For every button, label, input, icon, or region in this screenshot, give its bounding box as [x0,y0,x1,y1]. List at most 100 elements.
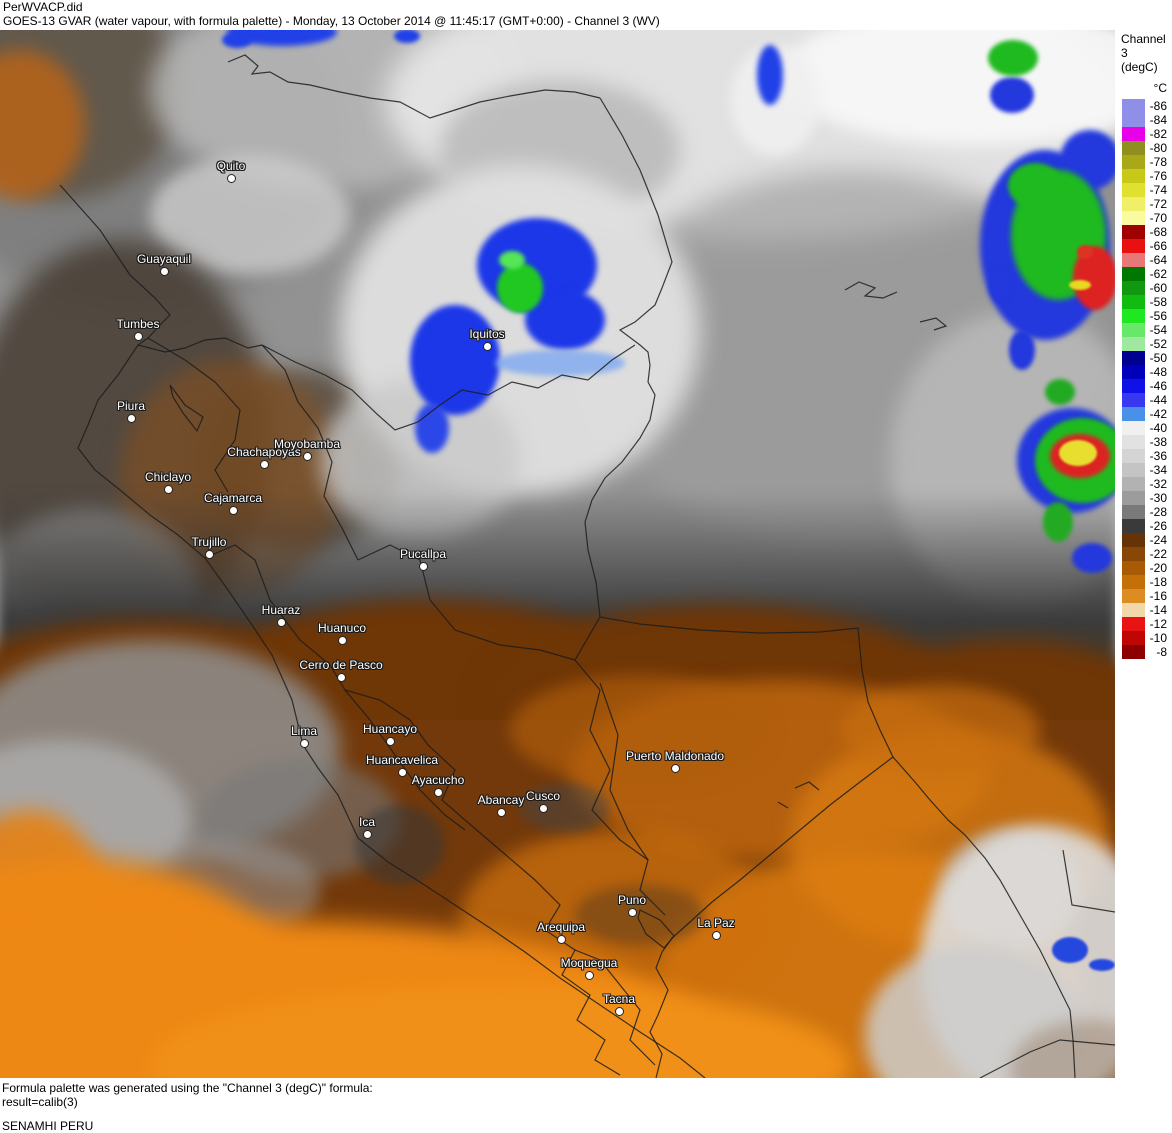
border-path-bolivia [649,756,894,1078]
city-label: Arequipa [536,920,586,934]
legend-rows: -86 -84 -82 -80 -78 -76 -74 -72 -70 -68 -66 -64 -62-… [1115,99,1172,659]
color-scale-legend: Channel 3 (degC) °C -86 -84 -82 -80 -78 -76 -7… [1115,30,1172,1078]
legend-row: -34 [1115,463,1172,477]
border-path-brazil [584,381,1076,1078]
legend-value: -30 [1149,491,1167,505]
city-dot [363,830,372,839]
legend-value: -42 [1149,407,1167,421]
city-label: La Paz [697,916,735,930]
legend-color-swatch [1122,197,1145,211]
legend-color-swatch [1122,239,1145,253]
legend-row: -84 [1115,113,1172,127]
border-path-gulf-island [169,384,204,433]
city-label: Cusco [525,789,561,803]
legend-row: -58 [1115,295,1172,309]
agency-name: SENAMHI PERU [2,1119,94,1133]
city-label: Ayacucho [411,773,465,787]
border-path-ecuador-peru [137,337,263,353]
legend-color-swatch [1122,631,1145,645]
legend-row: -30 [1115,491,1172,505]
city-dot [300,739,309,748]
legend-row: -8 [1115,645,1172,659]
cloud-blob [222,32,252,48]
legend-title-line2: (degC) [1121,60,1158,74]
legend-color-swatch [1122,575,1145,589]
city-dot [398,768,407,777]
city-label: Huancayo [362,722,418,736]
city-dot [260,460,269,469]
city-label: Pucallpa [399,547,447,561]
legend-value: -58 [1149,295,1167,309]
legend-color-swatch [1122,421,1145,435]
cloud-blob [1089,959,1115,971]
legend-row: -86 [1115,99,1172,113]
legend-color-swatch [1122,155,1145,169]
city-label: Quito [216,159,246,173]
cloud-blob [1009,330,1035,370]
header: PerWVACP.did GOES-13 GVAR (water vapour,… [0,0,1172,30]
city-dot [227,174,236,183]
legend-value: -48 [1149,365,1167,379]
legend-value: -52 [1149,337,1167,351]
legend-row: -42 [1115,407,1172,421]
legend-row: -12 [1115,617,1172,631]
legend-color-swatch [1122,449,1145,463]
border-path-internal-4 [357,544,601,661]
legend-color-swatch [1122,211,1145,225]
legend-row: -78 [1115,155,1172,169]
cloud-blob [1045,379,1075,405]
border-path-internal-9 [574,949,656,1066]
legend-value: -66 [1149,239,1167,253]
cloud-blob [227,30,337,46]
legend-color-swatch [1122,379,1145,393]
legend-value: -84 [1149,113,1167,127]
legend-value: -36 [1149,449,1167,463]
city-dot [338,636,347,645]
legend-color-swatch [1122,533,1145,547]
cloud-blob [840,685,1040,775]
legend-value: -74 [1149,183,1167,197]
legend-row: -52 [1115,337,1172,351]
formula-result: result=calib(3) [2,1095,78,1109]
legend-row: -60 [1115,281,1172,295]
legend-row: -40 [1115,421,1172,435]
legend-value: -68 [1149,225,1167,239]
border-path-islands-2 [919,317,948,331]
legend-value: -14 [1149,603,1167,617]
legend-row: -32 [1115,477,1172,491]
legend-color-swatch [1122,519,1145,533]
city-label: Tacna [602,992,636,1006]
legend-color-swatch [1122,603,1145,617]
legend-row: -66 [1115,239,1172,253]
cloud-blob [1059,440,1097,466]
legend-row: -54 [1115,323,1172,337]
cloud-blob [1052,937,1088,963]
border-path-internal-3 [261,344,359,561]
legend-value: -28 [1149,505,1167,519]
legend-color-swatch [1122,281,1145,295]
legend-row: -48 [1115,365,1172,379]
legend-color-swatch [1122,589,1145,603]
legend-color-swatch [1122,463,1145,477]
legend-color-swatch [1122,225,1145,239]
legend-row: -10 [1115,631,1172,645]
legend-value: -34 [1149,463,1167,477]
legend-value: -22 [1149,547,1167,561]
legend-value: -78 [1149,155,1167,169]
legend-color-swatch [1122,491,1145,505]
legend-row: -56 [1115,309,1172,323]
city-dot [497,808,506,817]
city-dot [628,908,637,917]
legend-value: -12 [1149,617,1167,631]
map-borders [59,54,1115,1078]
legend-color-swatch [1122,253,1145,267]
city-label: Puerto Maldonado [625,749,725,763]
legend-row: -14 [1115,603,1172,617]
city-label: Cajamarca [203,491,263,505]
legend-color-swatch [1122,351,1145,365]
city-label: Puno [617,893,647,907]
cloud-blob [1077,245,1093,259]
legend-value: -64 [1149,253,1167,267]
city-label: Abancay [477,793,525,807]
